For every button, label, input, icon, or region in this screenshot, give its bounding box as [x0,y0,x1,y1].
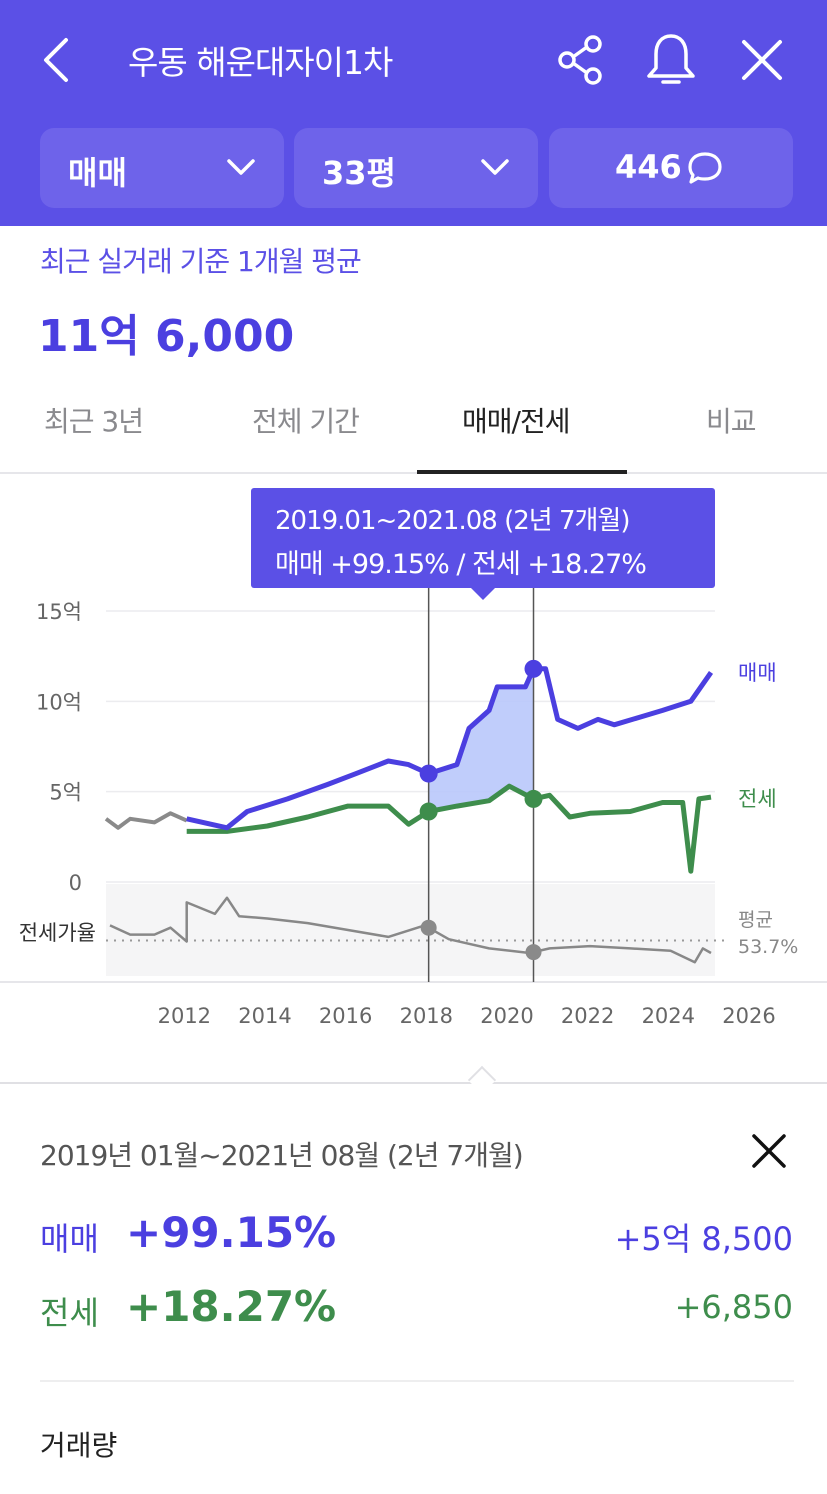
x-tick-label: 2022 [561,1004,614,1028]
sale-series-line [186,666,714,831]
x-tick-label: 2018 [400,1004,453,1028]
price-basis-caption: 최근 실거래 기준 1개월 평균 [40,245,362,278]
jeonse-change-percent: +18.27% [126,1282,337,1331]
tab-recent-3y[interactable]: 최근 3년 [44,405,144,438]
y-tick-label: 0 [69,871,82,895]
ratio-average-label: 평균 [738,909,773,931]
y-tick-label: 15억 [36,600,82,624]
tooltip-changes: 매매 +99.15% / 전세 +18.27% [275,549,647,580]
price-chart-svg: 15억 10억 5억 0 전세가율 2012 2014 2016 2018 2020 2022 20… [0,588,827,1028]
chevron-down-icon [224,150,258,184]
jeonse-series-label: 전세 [738,787,777,811]
page-title: 우동 해운대자이1차 [128,43,393,82]
divider [40,1380,794,1382]
early-price-line [104,811,188,830]
chart-period-tabs: 최근 3년 전체 기간 매매/전세 비교 [0,380,827,474]
x-tick-label: 2014 [238,1004,291,1028]
comment-count: 446 [615,148,682,186]
ratio-marker [420,919,437,936]
sale-change-amount: +5억 8,500 [614,1220,793,1258]
deal-type-label: 매매 [68,154,127,192]
x-tick-label: 2026 [722,1004,775,1028]
x-tick-label: 2020 [480,1004,533,1028]
size-label: 33평 [322,154,396,192]
jeonse-label: 전세 [40,1294,99,1332]
bell-icon[interactable] [643,30,699,90]
y-tick-label: 10억 [36,690,82,714]
jeonse-series-line [186,783,712,874]
comment-icon [685,150,725,186]
sale-marker [419,764,438,783]
sale-series-label: 매매 [738,661,777,685]
back-icon[interactable] [36,32,80,88]
jeonse-marker [419,802,438,821]
ratio-axis-label: 전세가율 [19,921,96,945]
x-tick-label: 2016 [319,1004,372,1028]
tab-compare[interactable]: 비교 [706,405,757,438]
share-icon[interactable] [553,30,609,90]
comment-button[interactable]: 446 [549,128,793,208]
x-tick-label: 2024 [642,1004,695,1028]
tab-sale-jeonse[interactable]: 매매/전세 [462,405,570,438]
ratio-marker [525,944,542,961]
size-dropdown[interactable]: 33평 [294,128,538,208]
sale-label: 매매 [40,1220,99,1258]
y-tick-label: 5억 [49,781,82,805]
active-tab-indicator [417,470,627,474]
volume-section-title: 거래량 [40,1429,118,1462]
app-header: 우동 해운대자이1차 매매 33평 446 [0,0,827,226]
ratio-average-value: 53.7% [738,936,798,958]
jeonse-marker [524,789,543,808]
selection-fill-area [428,668,534,812]
price-chart[interactable]: 15억 10억 5억 0 전세가율 2012 2014 2016 2018 2020 2022 20… [0,476,827,1076]
sale-marker [524,659,543,678]
x-tick-label: 2012 [158,1004,211,1028]
sale-change-percent: +99.15% [126,1208,337,1257]
close-icon[interactable] [734,30,790,90]
tooltip-pointer [471,588,495,600]
jeonse-change-amount: +6,850 [674,1288,793,1326]
tab-all-period[interactable]: 전체 기간 [252,405,360,438]
ratio-series-line [109,896,712,964]
selected-period: 2019년 01월~2021년 08월 (2년 7개월) [40,1139,524,1172]
chevron-down-icon [478,150,512,184]
section-divider [0,1082,827,1084]
selection-tooltip: 2019.01~2021.08 (2년 7개월) 매매 +99.15% / 전세… [251,488,715,600]
close-icon[interactable] [748,1130,790,1172]
average-price: 11억 6,000 [38,311,295,362]
tooltip-period: 2019.01~2021.08 (2년 7개월) [275,506,630,536]
deal-type-dropdown[interactable]: 매매 [40,128,284,208]
